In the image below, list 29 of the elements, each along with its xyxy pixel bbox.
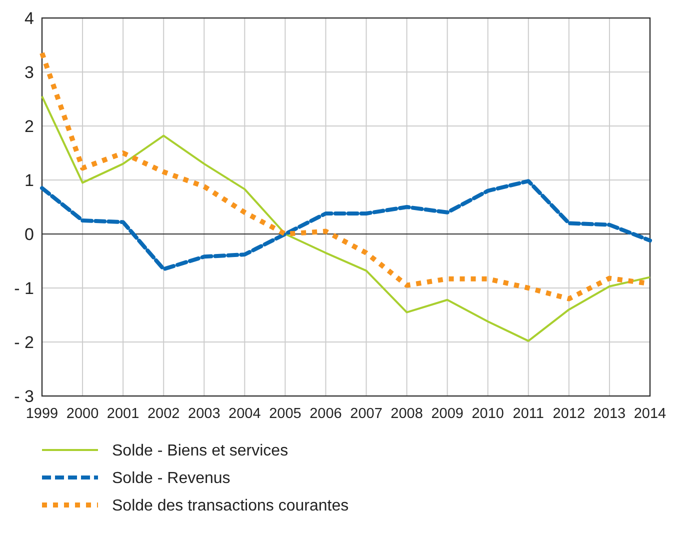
- x-tick-label: 2000: [66, 406, 99, 422]
- x-tick-label: 1999: [26, 406, 58, 422]
- x-tick-label: 2001: [106, 406, 140, 422]
- x-tick-label: 2008: [390, 406, 423, 422]
- y-tick-label: 1: [24, 170, 34, 190]
- y-tick-label: - 1: [14, 278, 34, 298]
- x-tick-label: 2009: [431, 406, 464, 422]
- y-tick-label: 4: [24, 8, 34, 28]
- line-series: [40, 179, 652, 272]
- x-tick-label: 2010: [472, 406, 504, 422]
- x-tick-label: 2003: [188, 406, 220, 422]
- line-series: [41, 95, 651, 342]
- y-tick-label: - 2: [14, 332, 34, 352]
- x-tick-label: 2004: [228, 406, 261, 422]
- legend-label: Solde des transactions courantes: [112, 498, 349, 515]
- x-tick-label: 2014: [634, 406, 666, 422]
- y-tick-label: - 3: [14, 386, 34, 406]
- x-tick-label: 2006: [310, 406, 342, 422]
- legend-label: Solde - Revenus: [112, 470, 230, 488]
- x-tick-label: 2007: [350, 406, 382, 422]
- x-tick-label: 2013: [593, 406, 626, 422]
- y-tick-label: 3: [24, 62, 34, 82]
- x-tick-label: 2005: [269, 406, 302, 422]
- x-tick-label: 2012: [552, 406, 586, 422]
- x-tick-label: 2002: [147, 406, 180, 422]
- x-tick-label: 2011: [512, 406, 544, 422]
- y-tick-label: 2: [24, 116, 34, 136]
- y-tick-label: 0: [24, 224, 34, 244]
- legend-label: Solde - Biens et services: [112, 442, 288, 460]
